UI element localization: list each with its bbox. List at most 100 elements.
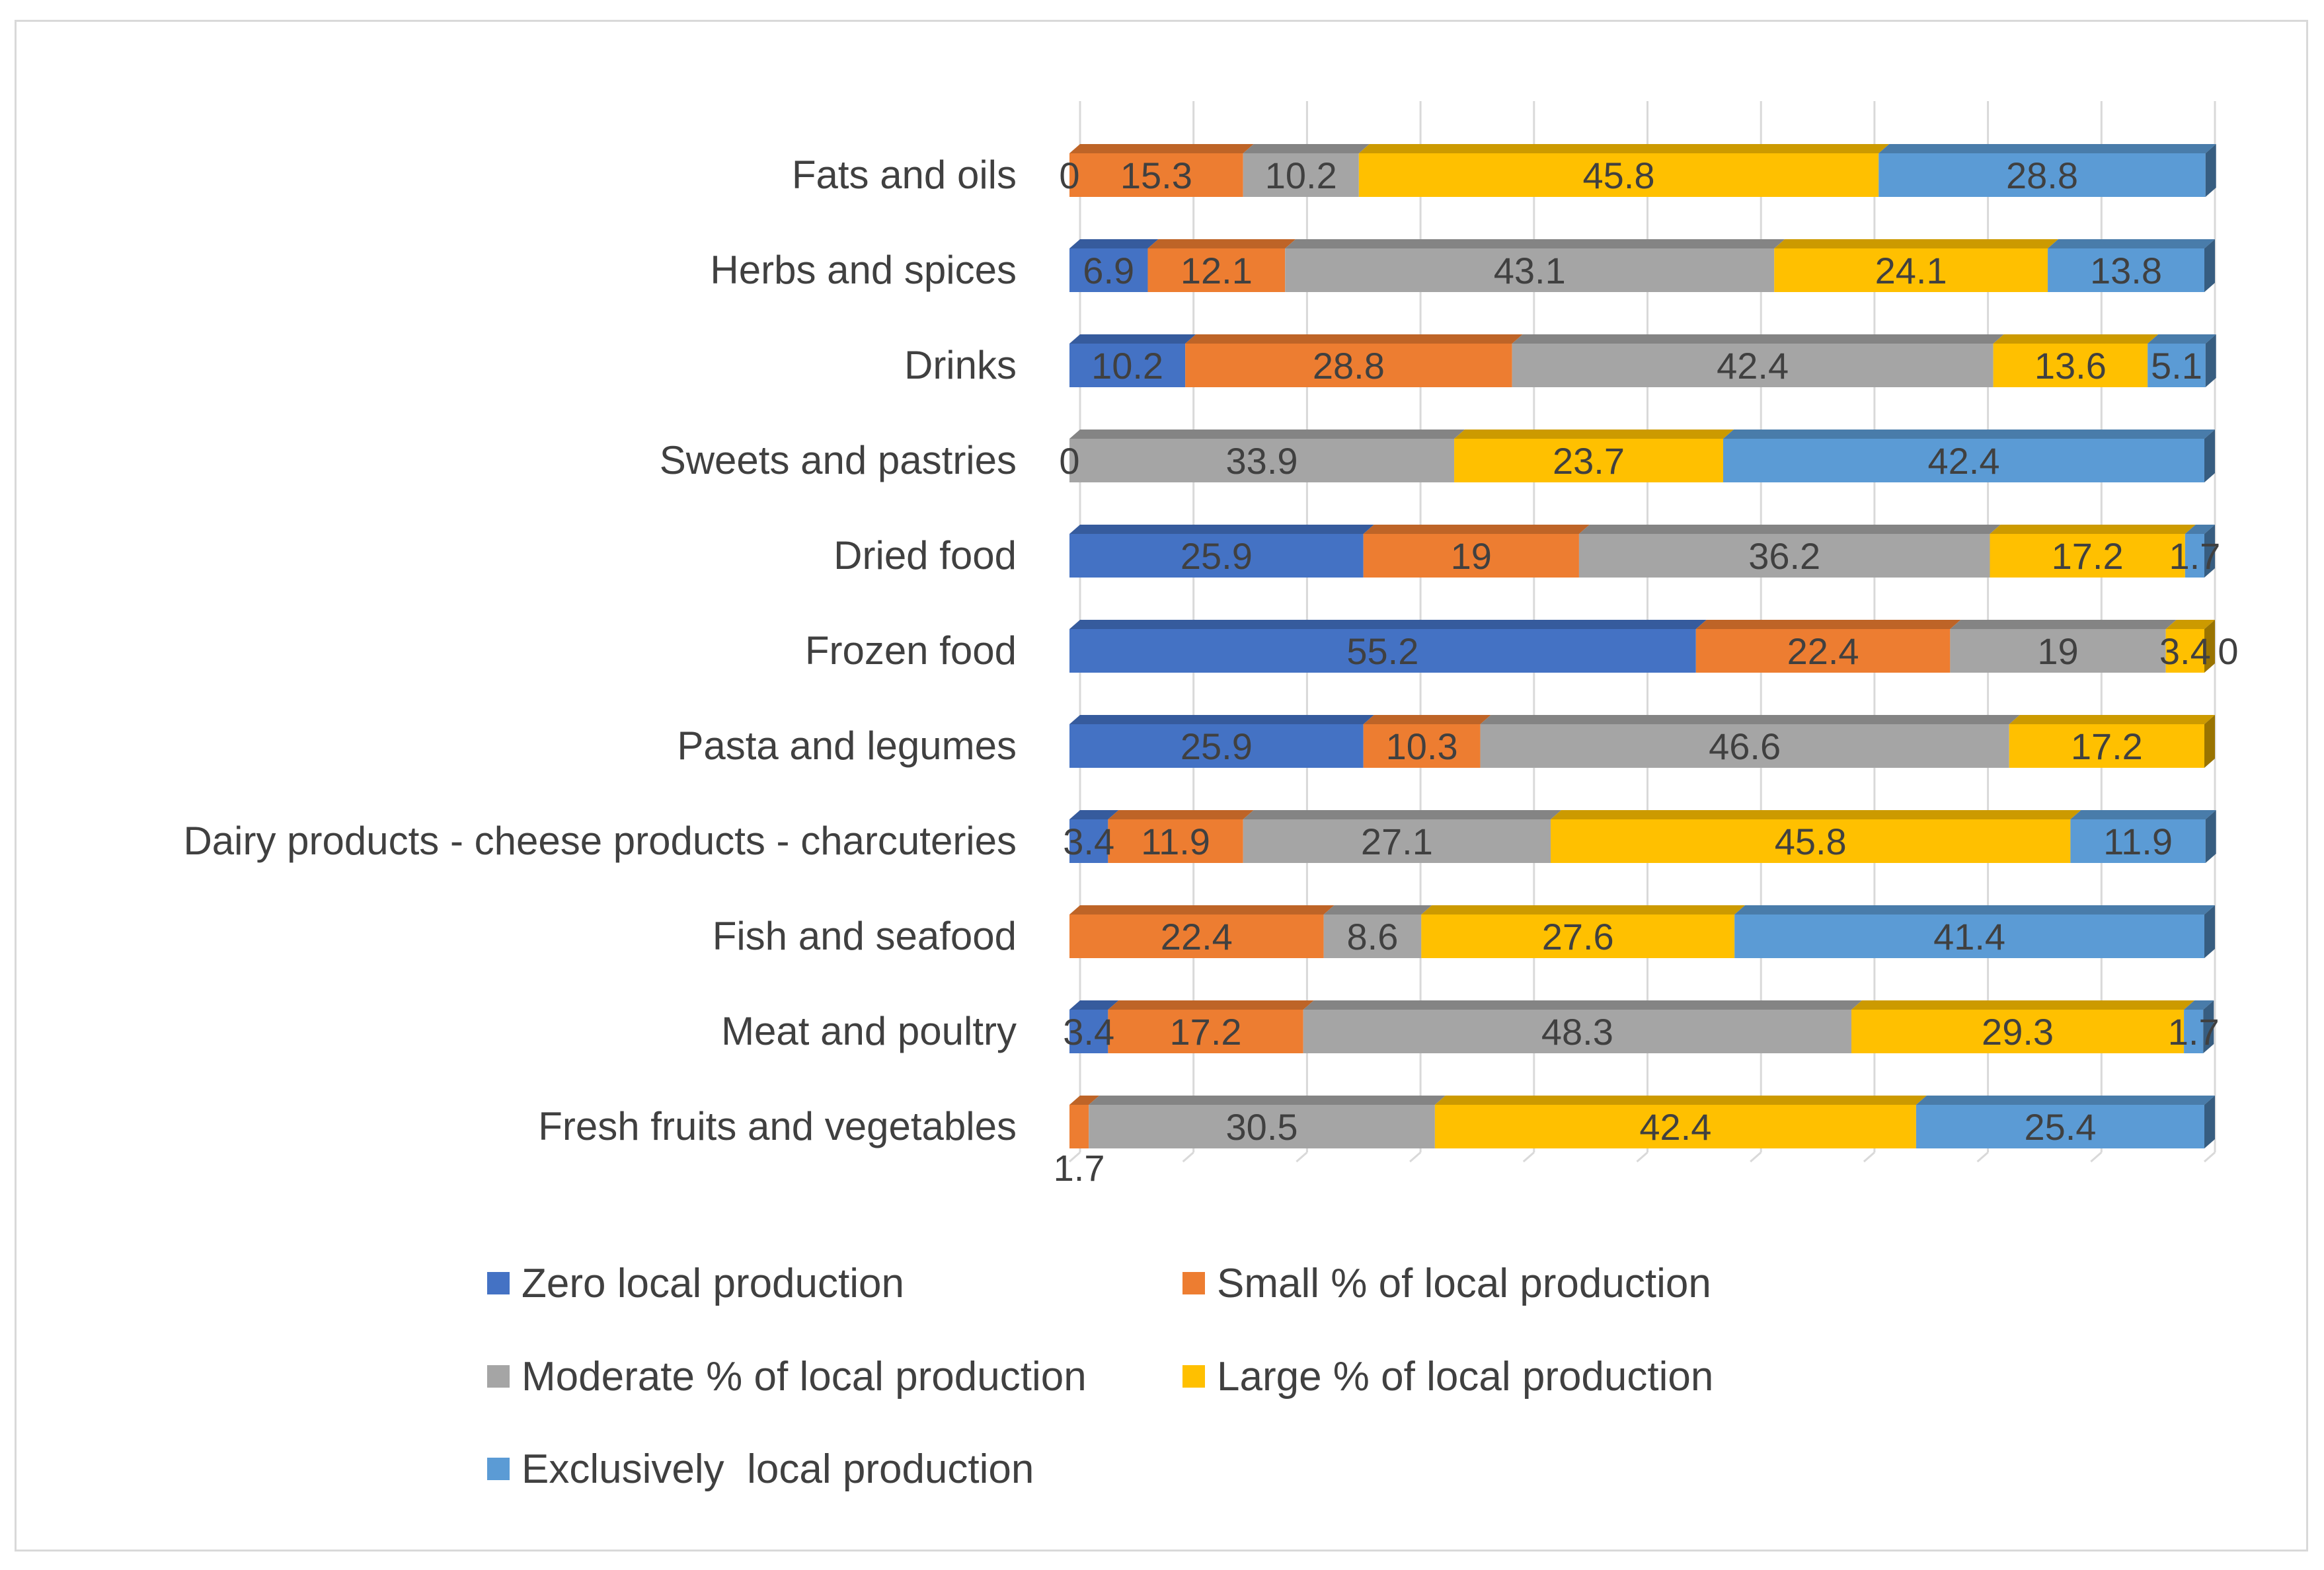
bar-segment: [2148, 344, 2206, 387]
bar-segment-top: [1774, 239, 2059, 248]
bar-segment: [1243, 819, 1551, 863]
bar-segment: [1363, 724, 1481, 768]
bar-segment: [2009, 724, 2204, 768]
value-label: 42.4: [1639, 1106, 1711, 1148]
bar-segment: [1578, 534, 1990, 578]
value-label: 55.2: [1346, 630, 1418, 672]
bar-segment: [1069, 534, 1364, 578]
bar-segment-top: [1243, 144, 1370, 153]
category-label: Meat and poultry: [721, 1009, 1017, 1053]
bar-segment: [1069, 344, 1186, 387]
bar-segment: [1480, 724, 2009, 768]
bar-side: [2204, 430, 2215, 482]
value-label: 19: [2037, 630, 2078, 672]
bar-segment: [1879, 153, 2206, 197]
bar-segment: [1285, 248, 1775, 292]
category-label: Herbs and spices: [710, 248, 1017, 292]
bar-segment: [1723, 439, 2204, 482]
category-label: Drinks: [904, 343, 1017, 387]
bar-segment: [1069, 629, 1696, 673]
value-label: 15.3: [1120, 155, 1192, 196]
bar-segment: [1421, 915, 1735, 958]
value-label: 33.9: [1226, 440, 1298, 482]
gridline-floor: [2204, 1151, 2216, 1163]
bar-segment-top: [1950, 620, 2177, 629]
bar-segment-top: [1734, 905, 2215, 915]
bar-segment-top: [1303, 1000, 1863, 1010]
category-label: Dried food: [833, 533, 1017, 578]
bar-segment-top: [1421, 905, 1746, 915]
value-label: 10.2: [1265, 155, 1337, 196]
bar-segment-top: [1069, 430, 1465, 439]
legend-swatch: [1182, 1272, 1205, 1294]
bar-side: [2204, 905, 2215, 958]
category-label: Fresh fruits and vegetables: [538, 1104, 1017, 1148]
bar-segment-top: [1363, 525, 1590, 534]
bar-side: [2204, 620, 2215, 673]
bar-segment-top: [1851, 1000, 2195, 1010]
gridline-floor: [1409, 1151, 1422, 1163]
gridline-floor: [1976, 1151, 1989, 1163]
legend-label: Small % of local production: [1217, 1261, 1711, 1306]
bar-segment-top: [2165, 620, 2215, 629]
value-label: 28.8: [1313, 345, 1385, 387]
bar-segment-top: [1108, 1000, 1314, 1010]
bar-segment: [2048, 248, 2204, 292]
bar-side: [2205, 144, 2216, 197]
bar-segment: [1185, 344, 1512, 387]
value-label: 0: [2218, 630, 2238, 672]
gridline-floor: [1636, 1151, 1648, 1163]
category-label: Fats and oils: [792, 153, 1017, 197]
value-label: 27.1: [1361, 821, 1433, 862]
bar-segment-top: [2048, 239, 2215, 248]
bar-segment: [1303, 1010, 1852, 1053]
bar-segment-top: [1695, 620, 1961, 629]
bar-side: [2205, 810, 2216, 863]
value-label: 25.9: [1181, 726, 1253, 767]
bar-segment-top: [2070, 810, 2216, 819]
bar-segment-top: [1108, 810, 1254, 819]
legend-label: Exclusively local production: [522, 1446, 1034, 1492]
bar-segment: [1990, 534, 2185, 578]
value-label: 10.2: [1091, 345, 1163, 387]
value-label: 41.4: [1933, 916, 2005, 957]
value-label: 17.2: [2071, 726, 2143, 767]
bar-segment: [2185, 534, 2204, 578]
gridline-floor: [1522, 1151, 1535, 1163]
bar-segment: [1512, 344, 1994, 387]
bars: [1069, 144, 2216, 1148]
bar-segment-top: [1285, 239, 1785, 248]
bar-segment-top: [1069, 905, 1335, 915]
bar-segment: [1069, 724, 1364, 768]
category-label: Sweets and pastries: [660, 438, 1017, 482]
bar-segment-top: [1363, 715, 1491, 724]
bar-segment: [2165, 629, 2204, 673]
gridline-floor: [1069, 1151, 1081, 1163]
bar-segment: [1916, 1105, 2204, 1148]
value-label: 30.5: [1226, 1106, 1298, 1148]
gridline-floor: [1182, 1151, 1194, 1163]
bar-side: [2205, 334, 2216, 387]
value-label: 42.4: [1927, 440, 1999, 482]
value-label: 17.2: [1170, 1011, 1242, 1053]
value-label: 22.4: [1787, 630, 1859, 672]
bar-segment: [1243, 153, 1359, 197]
bar-segment: [1069, 248, 1148, 292]
bar-segment-top: [1069, 525, 1374, 534]
value-label: 43.1: [1494, 250, 1566, 291]
category-label: Pasta and legumes: [677, 724, 1017, 768]
legend-swatch: [487, 1365, 510, 1388]
bar-segment-top: [1879, 144, 2216, 153]
bar-segment: [1734, 915, 2204, 958]
bar-segment: [1069, 1105, 1089, 1148]
bar-segment: [1323, 915, 1422, 958]
category-labels: Fats and oils Herbs and spices Drinks Sweet…: [183, 153, 1017, 1148]
bar-segment: [1069, 819, 1108, 863]
bar-segment-top: [1723, 430, 2215, 439]
value-label: 42.4: [1717, 345, 1789, 387]
value-label: 0: [1059, 155, 1079, 196]
bar-segment-top: [1069, 715, 1374, 724]
bar-segment-top: [1993, 334, 2159, 344]
value-label: 6.9: [1083, 250, 1134, 291]
bar-segment-top: [1578, 525, 2001, 534]
